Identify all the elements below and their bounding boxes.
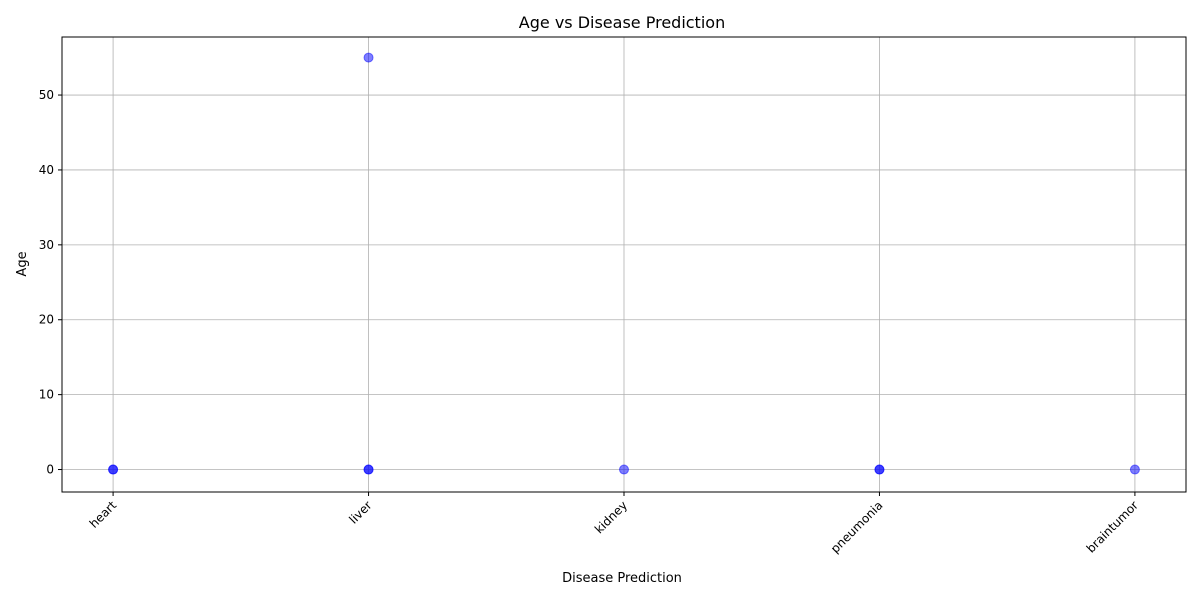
y-tick-label: 10 — [39, 388, 54, 402]
y-axis-label: Age — [15, 251, 30, 276]
y-tick-label: 20 — [39, 313, 54, 327]
scatter-point — [363, 464, 374, 475]
x-axis-label: Disease Prediction — [562, 571, 682, 586]
scatter-point — [363, 52, 374, 63]
grid-layer — [62, 37, 1186, 492]
scatter-point — [619, 464, 629, 475]
y-tick-label: 30 — [39, 238, 54, 252]
x-tick-label: kidney — [592, 498, 630, 536]
scatter-point — [1129, 464, 1140, 475]
y-tick-label: 0 — [46, 463, 54, 477]
ticks-layer: heart liver kidney pneumonia braintumor 0 10 20… — [39, 88, 1141, 556]
y-tick-label: 50 — [39, 88, 54, 102]
scatter-point — [874, 464, 885, 475]
chart-title: Age vs Disease Prediction — [519, 13, 725, 32]
x-tick-label: braintumor — [1084, 498, 1141, 555]
x-tick-label: heart — [87, 498, 120, 531]
scatter-point — [108, 464, 119, 475]
x-tick-label: liver — [346, 498, 374, 526]
points-layer — [108, 52, 1140, 475]
x-tick-label: pneumonia — [828, 498, 886, 556]
y-tick-label: 40 — [39, 163, 54, 177]
